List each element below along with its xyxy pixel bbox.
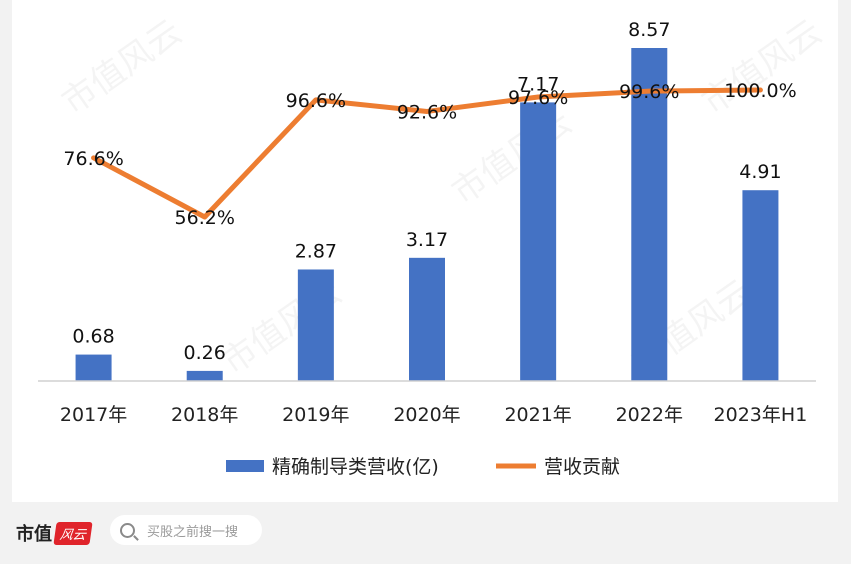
bar-value-label: 7.17 xyxy=(517,73,559,95)
legend: 精确制导类营收(亿) 营收贡献 xyxy=(226,456,620,478)
bar xyxy=(75,354,112,381)
x-axis-ticks: 2017年 2018年 2019年 2020年 2021年 2022年 2023年H1 xyxy=(60,404,807,426)
search-placeholder: 买股之前搜一搜 xyxy=(147,524,239,540)
search-box[interactable]: 买股之前搜一搜 xyxy=(110,515,262,545)
line-value-label: 76.6% xyxy=(63,148,123,170)
line-value-label: 97.6% xyxy=(508,87,568,109)
brand-badge: 风云 xyxy=(53,521,93,545)
bar-value-label: 4.91 xyxy=(739,161,781,183)
bar xyxy=(631,48,668,381)
bar xyxy=(520,102,557,382)
line-value-label: 96.6% xyxy=(286,90,346,112)
line-path xyxy=(91,87,763,220)
bar xyxy=(186,370,223,381)
x-tick-label: 2019年 xyxy=(282,404,349,426)
bar-data-labels: 0.68 0.26 2.87 3.17 7.17 8.57 4.91 xyxy=(72,19,781,364)
x-tick-label: 2017年 xyxy=(60,404,127,426)
brand-logo: 市值 风云 xyxy=(16,518,93,548)
bar-value-label: 0.26 xyxy=(184,342,226,364)
legend-swatch-bar xyxy=(226,460,264,472)
bar-value-label: 8.57 xyxy=(628,19,670,41)
legend-label: 营收贡献 xyxy=(544,456,620,478)
x-tick-label: 2020年 xyxy=(393,404,460,426)
line-value-label: 100.0% xyxy=(724,80,796,102)
x-tick-label: 2022年 xyxy=(616,404,683,426)
bar-value-label: 0.68 xyxy=(72,326,114,348)
line-value-label: 56.2% xyxy=(175,207,235,229)
line-value-label: 92.6% xyxy=(397,101,457,123)
search-icon xyxy=(120,522,135,538)
bar xyxy=(742,190,779,381)
bar xyxy=(297,269,334,381)
x-tick-label: 2018年 xyxy=(171,404,238,426)
line-series xyxy=(91,87,763,220)
legend-label: 精确制导类营收(亿) xyxy=(272,456,439,478)
bar-value-label: 2.87 xyxy=(295,240,337,262)
x-tick-label: 2023年H1 xyxy=(714,404,808,426)
x-tick-label: 2021年 xyxy=(504,404,571,426)
line-data-labels: 76.6% 56.2% 96.6% 92.6% 97.6% 99.6% 100.0% xyxy=(63,80,796,229)
bar-value-label: 3.17 xyxy=(406,229,448,251)
bar xyxy=(409,257,445,381)
line-value-label: 99.6% xyxy=(619,81,679,103)
footer-bar: 市值 风云 买股之前搜一搜 xyxy=(0,508,851,558)
bar-series xyxy=(75,48,779,382)
brand-text: 市值 xyxy=(16,524,52,545)
